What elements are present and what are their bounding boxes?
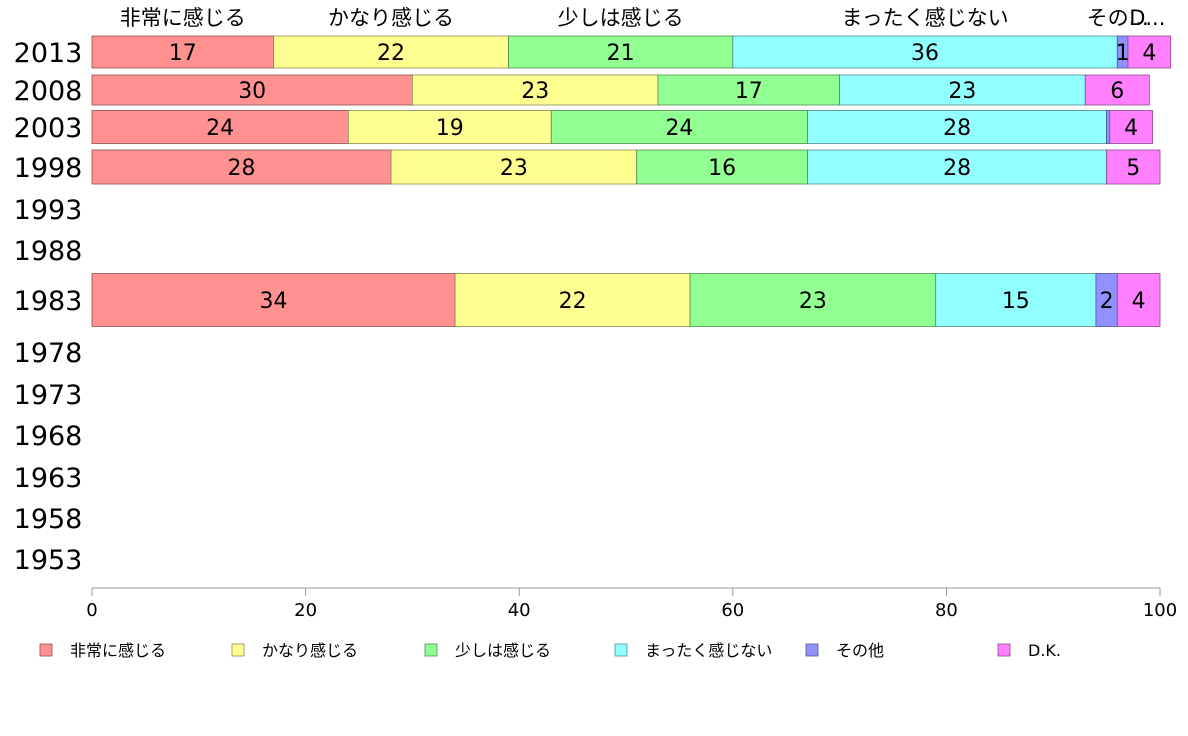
series-top-label: その...	[1087, 6, 1149, 30]
series-top-label: まったく感じない	[841, 6, 1008, 30]
x-tick-label: 0	[86, 600, 97, 621]
legend-swatch	[997, 643, 1011, 657]
series-top-label: 非常に感じる	[120, 6, 246, 30]
bar-segment	[347, 110, 552, 144]
bar-segment	[508, 35, 734, 69]
year-label: 1953	[14, 545, 83, 576]
value-label: 30	[238, 79, 266, 104]
legend-swatch	[39, 643, 53, 657]
year-label: 1958	[14, 504, 83, 535]
value-label: 28	[943, 116, 971, 141]
year-label: 1983	[14, 286, 83, 317]
bar-segment	[91, 110, 349, 144]
value-label: 22	[559, 289, 587, 314]
year-label: 2003	[14, 113, 83, 144]
legend-label: 非常に感じる	[70, 641, 166, 660]
value-label: 23	[948, 79, 976, 104]
value-label: 24	[206, 116, 234, 141]
bar-segment	[1106, 110, 1111, 144]
value-label: 28	[943, 156, 971, 181]
value-label: 19	[436, 116, 464, 141]
year-label: 1968	[14, 421, 83, 452]
year-label: 1988	[14, 236, 83, 267]
bar-segment	[935, 273, 1097, 327]
value-label: 17	[735, 79, 763, 104]
value-label: 15	[1002, 289, 1030, 314]
bar-segment	[732, 35, 1118, 69]
value-label: 17	[169, 41, 197, 66]
bar-segment	[807, 149, 1108, 185]
bar-segment	[91, 74, 413, 106]
value-label: 23	[500, 156, 528, 181]
year-label: 1973	[14, 380, 83, 411]
x-tick-label: 100	[1143, 600, 1177, 621]
year-label: 2008	[14, 76, 83, 107]
value-label: 2	[1100, 289, 1114, 314]
value-label: 23	[799, 289, 827, 314]
series-top-label: 少しは感じる	[558, 6, 684, 30]
bar-segment	[1084, 74, 1150, 106]
legend-label: その他	[836, 641, 884, 660]
x-tick-label: 20	[294, 600, 317, 621]
legend-label: 少しは感じる	[455, 641, 551, 660]
bar-segment	[657, 74, 840, 106]
x-tick-label: 60	[721, 600, 744, 621]
legend-label: かなり感じる	[262, 641, 358, 660]
year-label: 1993	[14, 195, 83, 226]
value-label: 36	[911, 41, 939, 66]
bar-segment	[807, 110, 1108, 144]
bar-segment	[411, 74, 659, 106]
year-label: 2013	[14, 38, 83, 69]
legend-swatch	[805, 643, 819, 657]
value-label: 24	[665, 116, 693, 141]
value-label: 34	[260, 289, 288, 314]
year-label: 1998	[14, 153, 83, 184]
legend-label: D.K.	[1028, 641, 1061, 660]
bar-segment	[1127, 35, 1172, 69]
value-label: 4	[1124, 116, 1138, 141]
x-tick-label: 80	[935, 600, 958, 621]
legend-swatch	[614, 643, 628, 657]
bar-segment	[273, 35, 509, 69]
series-top-label: かなり感じる	[328, 6, 454, 30]
value-label: 4	[1132, 289, 1146, 314]
legend-swatch	[424, 643, 438, 657]
bar-segment	[550, 110, 808, 144]
value-label: 6	[1110, 79, 1124, 104]
bar-segment	[454, 273, 691, 327]
value-label: 23	[521, 79, 549, 104]
value-label: 16	[708, 156, 736, 181]
legend-swatch	[231, 643, 245, 657]
series-top-label: D...	[1129, 6, 1165, 30]
bar-segment	[1109, 110, 1153, 144]
x-tick-label: 40	[508, 600, 531, 621]
value-label: 28	[228, 156, 256, 181]
bar-segment	[839, 74, 1086, 106]
bar-segment	[91, 273, 456, 327]
legend-label: まったく感じない	[645, 641, 772, 660]
value-label: 5	[1126, 156, 1140, 181]
year-label: 1978	[14, 338, 83, 369]
year-label: 1963	[14, 463, 83, 494]
bar-segment	[91, 35, 274, 69]
value-label: 4	[1142, 41, 1156, 66]
bar-segment	[1116, 273, 1161, 327]
bar-segment	[1106, 149, 1161, 185]
bar-segment	[636, 149, 808, 185]
value-label: 1	[1116, 41, 1130, 66]
value-label: 21	[607, 41, 635, 66]
value-label: 22	[377, 41, 405, 66]
